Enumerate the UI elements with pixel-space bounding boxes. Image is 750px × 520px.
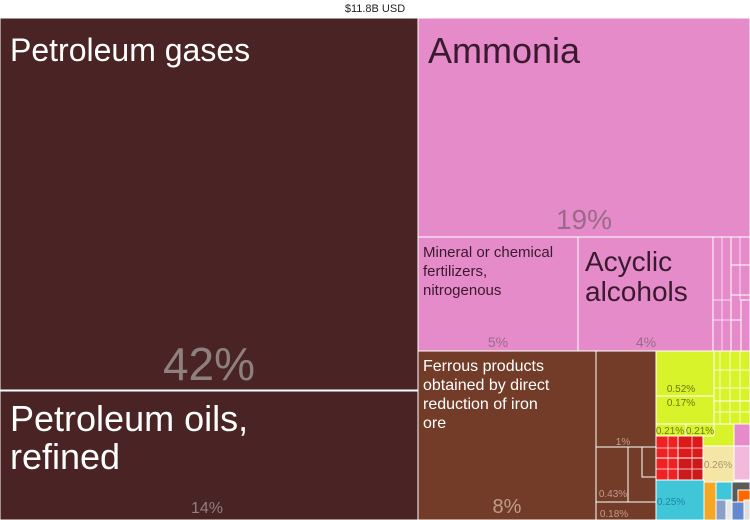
treemap-tile — [655, 395, 715, 425]
treemap-tile — [595, 350, 657, 448]
tile-share-label: 0.52% — [667, 384, 695, 395]
tile-share-label: 14% — [191, 500, 223, 517]
treemap-minor-tile — [655, 435, 679, 459]
tile-share-label: 8% — [493, 496, 522, 518]
treemap-tile — [655, 350, 715, 397]
tile-label: Ferrous products obtained by direct reduct… — [423, 358, 550, 432]
tile-share-label: 4% — [636, 334, 656, 350]
tile-share-label: 1% — [616, 437, 631, 448]
treemap-minor-tile — [641, 446, 657, 478]
tile-share-label: 0.18% — [600, 509, 628, 520]
tile-share-label: 0.17% — [667, 398, 695, 409]
treemap-minor-tile — [725, 499, 733, 520]
tile-label: Mineral or chemical fertilizers, nitrogeno… — [423, 244, 553, 299]
tile-share-label: 0.21% — [686, 426, 714, 437]
treemap-tile — [685, 423, 715, 437]
tile-share-label: 0.21% — [656, 426, 684, 437]
treemap-tile — [0, 17, 419, 391]
tile-share-label: 5% — [488, 334, 508, 350]
treemap-tile — [0, 390, 419, 520]
treemap-minor-tile — [713, 350, 750, 402]
treemap-minor-tile — [743, 499, 750, 520]
tile-label: Petroleum gases — [10, 32, 250, 68]
treemap-tile — [417, 350, 597, 520]
tile-share-label: 0.26% — [704, 460, 732, 471]
tile-label: Ammonia — [428, 30, 581, 71]
treemap-minor-tile — [715, 481, 733, 501]
treemap-tile — [595, 446, 629, 503]
treemap-tile — [417, 236, 579, 352]
treemap-minor-tile — [740, 299, 750, 352]
tile-label: Acyclic alcohols — [585, 246, 688, 307]
treemap-minor-tile — [703, 481, 717, 520]
tile-share-label: 42% — [163, 338, 255, 390]
treemap-tile — [702, 445, 735, 483]
tile-share-label: 0.25% — [657, 497, 685, 508]
treemap-minor-tile — [677, 435, 704, 459]
chart-title: $11.8B USD — [344, 3, 406, 15]
treemap-tile — [417, 17, 750, 238]
treemap-minor-tile — [733, 445, 750, 481]
treemap-tile — [577, 236, 714, 352]
tile-share-label: 19% — [556, 204, 612, 235]
tile-label: Petroleum oils, refined — [10, 398, 248, 477]
tile-share-label: 0.43% — [599, 489, 627, 500]
treemap-minor-tile — [733, 423, 750, 447]
treemap-tile — [655, 479, 705, 520]
